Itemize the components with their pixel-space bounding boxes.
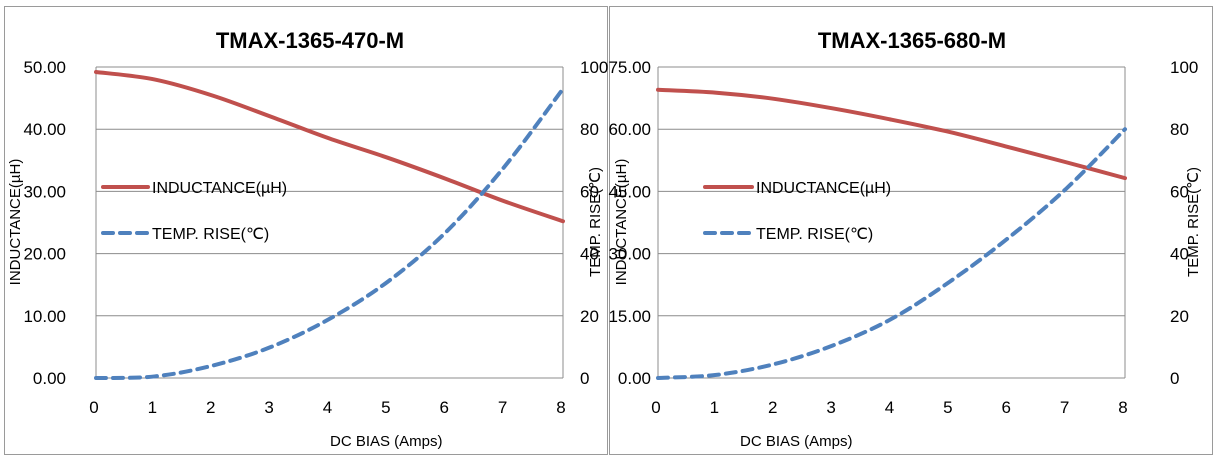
y-tick-label: 30.00: [608, 245, 651, 264]
y-tick-label: 45.00: [608, 182, 651, 201]
x-tick-label: 6: [1002, 398, 1011, 417]
y-axis-label: INDUCTANCE(µH): [7, 159, 24, 286]
legend: INDUCTANCE(µH) TEMP. RISE(℃): [101, 180, 287, 243]
y2-tick-label: 0: [1170, 369, 1179, 388]
x-tick-label: 8: [1118, 398, 1127, 417]
inductance-line: [656, 87, 1127, 181]
y2-tick-label: 20: [1170, 307, 1189, 326]
y2-tick-label: 0: [580, 369, 589, 388]
x-tick-label: 2: [206, 398, 215, 417]
y2-tick-label: 80: [580, 120, 599, 139]
legend: INDUCTANCE(µH) TEMP. RISE(℃): [703, 180, 891, 243]
x-axis-label: DC BIAS (Amps): [740, 433, 853, 450]
x-tick-label: 7: [498, 398, 507, 417]
legend-label: INDUCTANCE(µH): [756, 180, 891, 197]
y-tick-label: 75.00: [608, 58, 651, 77]
y2-axis-label: TEMP. RISE(℃): [1185, 167, 1202, 277]
y2-tick-label: 40: [580, 245, 599, 264]
y2-tick-label: 100: [580, 58, 608, 77]
y2-axis-label: TEMP. RISE(℃): [587, 167, 604, 277]
x-tick-label: 4: [885, 398, 894, 417]
x-tick-label: 6: [440, 398, 449, 417]
x-tick-label: 8: [556, 398, 565, 417]
x-tick-label: 5: [943, 398, 952, 417]
y-tick-label: 15.00: [608, 307, 651, 326]
y-tick-label: 0.00: [618, 369, 651, 388]
x-tick-label: 4: [323, 398, 332, 417]
x-tick-label: 5: [381, 398, 390, 417]
legend-label: TEMP. RISE(℃): [756, 226, 873, 243]
legend-label: TEMP. RISE(℃): [152, 226, 269, 243]
x-axis-label: DC BIAS (Amps): [330, 433, 443, 450]
temp-rise-line: [94, 86, 565, 380]
y2-tick-label: 60: [1170, 182, 1189, 201]
x-tick-label: 7: [1060, 398, 1069, 417]
x-tick-label: 1: [148, 398, 157, 417]
chart-border: [609, 6, 1213, 455]
chart-panel-1: 0.0010.0020.0030.0040.0050.0002040608010…: [4, 6, 608, 455]
y2-tick-label: 60: [580, 182, 599, 201]
y-tick-label: 20.00: [23, 245, 66, 264]
chart-panel-2: 0.0015.0030.0045.0060.0075.0002040608010…: [608, 6, 1213, 455]
y-tick-label: 50.00: [23, 58, 66, 77]
y-tick-label: 60.00: [608, 120, 651, 139]
inductance-line: [94, 69, 565, 224]
x-tick-label: 0: [89, 398, 98, 417]
chart-title: TMAX-1365-470-M: [216, 28, 404, 53]
x-tick-label: 0: [651, 398, 660, 417]
y2-tick-label: 80: [1170, 120, 1189, 139]
chart-title: TMAX-1365-680-M: [818, 28, 1006, 53]
x-tick-label: 3: [826, 398, 835, 417]
temp-rise-line: [656, 127, 1127, 380]
y-tick-label: 10.00: [23, 307, 66, 326]
y-axis-label: INDUCTANCE(µH): [613, 159, 630, 286]
x-tick-label: 2: [768, 398, 777, 417]
y2-tick-label: 40: [1170, 245, 1189, 264]
y-tick-label: 0.00: [33, 369, 66, 388]
y-tick-label: 40.00: [23, 120, 66, 139]
y-tick-label: 30.00: [23, 182, 66, 201]
y2-tick-label: 20: [580, 307, 599, 326]
legend-label: INDUCTANCE(µH): [152, 180, 287, 197]
y2-tick-label: 100: [1170, 58, 1198, 77]
x-tick-label: 1: [710, 398, 719, 417]
x-tick-label: 3: [264, 398, 273, 417]
chart-border: [4, 6, 608, 455]
